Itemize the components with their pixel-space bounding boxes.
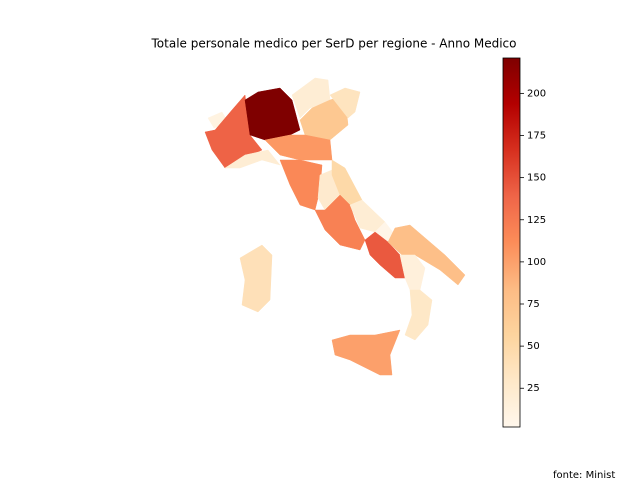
colorbar bbox=[502, 57, 521, 428]
region bbox=[399, 254, 426, 291]
colorbar-tick-label: 25 bbox=[527, 383, 540, 394]
region bbox=[404, 289, 433, 341]
colorbar-tick-label: 100 bbox=[527, 257, 546, 268]
region bbox=[239, 244, 273, 313]
region bbox=[224, 149, 281, 169]
colorbar-tick-label: 200 bbox=[527, 88, 546, 99]
chart-title: Totale personale medico per SerD per reg… bbox=[151, 37, 517, 51]
colorbar-tick-label: 50 bbox=[527, 341, 540, 352]
region bbox=[244, 87, 301, 141]
region bbox=[279, 159, 323, 211]
region bbox=[331, 329, 401, 376]
colorbar-tick-label: 175 bbox=[527, 131, 546, 142]
colorbar-tick-label: 150 bbox=[527, 173, 546, 184]
source-note: fonte: Minist bbox=[553, 470, 615, 480]
region bbox=[264, 134, 333, 161]
colorbar-tick-label: 75 bbox=[527, 299, 540, 310]
regions bbox=[204, 77, 466, 376]
region bbox=[329, 87, 361, 119]
region bbox=[314, 194, 366, 251]
colorbar-tick-label: 125 bbox=[527, 215, 546, 226]
